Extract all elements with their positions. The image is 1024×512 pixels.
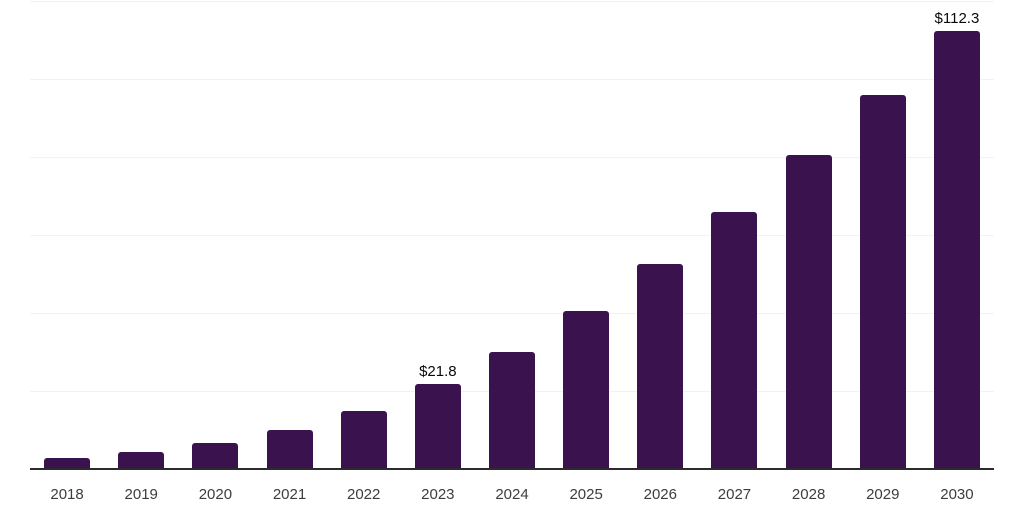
- x-axis-line: [30, 468, 994, 470]
- bar-2028: [786, 155, 832, 469]
- bar-2021: [267, 430, 313, 469]
- x-tick-label-2025: 2025: [569, 486, 603, 503]
- gridline: [30, 157, 994, 158]
- bar-2025: [563, 311, 609, 469]
- x-tick-label-2020: 2020: [198, 486, 233, 503]
- bar-2027: [711, 212, 757, 469]
- bar-value-label-2023: $21.8: [419, 363, 457, 380]
- bar-2022: [341, 411, 387, 469]
- x-tick-label-2030: 2030: [940, 486, 974, 503]
- x-tick-label-2024: 2024: [495, 486, 529, 503]
- x-tick-label-2021: 2021: [272, 486, 307, 503]
- x-tick-label-2018: 2018: [50, 486, 84, 503]
- bar-2030: [934, 31, 980, 469]
- gridline: [30, 79, 994, 80]
- gridline: [30, 235, 994, 236]
- x-tick-label-2029: 2029: [866, 486, 900, 503]
- bar-2023: [415, 384, 461, 469]
- x-tick-label-2028: 2028: [791, 486, 826, 503]
- x-tick-label-2022: 2022: [347, 486, 381, 503]
- gridline: [30, 1, 994, 2]
- gridline: [30, 313, 994, 314]
- bar-2026: [637, 264, 683, 469]
- bar-2019: [118, 452, 164, 469]
- x-tick-label-2023: 2023: [421, 486, 455, 503]
- bar-2029: [860, 95, 906, 469]
- x-tick-label-2019: 2019: [124, 486, 158, 503]
- bar-value-label-2030: $112.3: [934, 10, 980, 27]
- bar-2024: [489, 352, 535, 469]
- bar-2018: [44, 458, 90, 469]
- x-tick-label-2027: 2027: [717, 486, 752, 503]
- x-tick-label-2026: 2026: [643, 486, 677, 503]
- bar-2020: [192, 443, 238, 469]
